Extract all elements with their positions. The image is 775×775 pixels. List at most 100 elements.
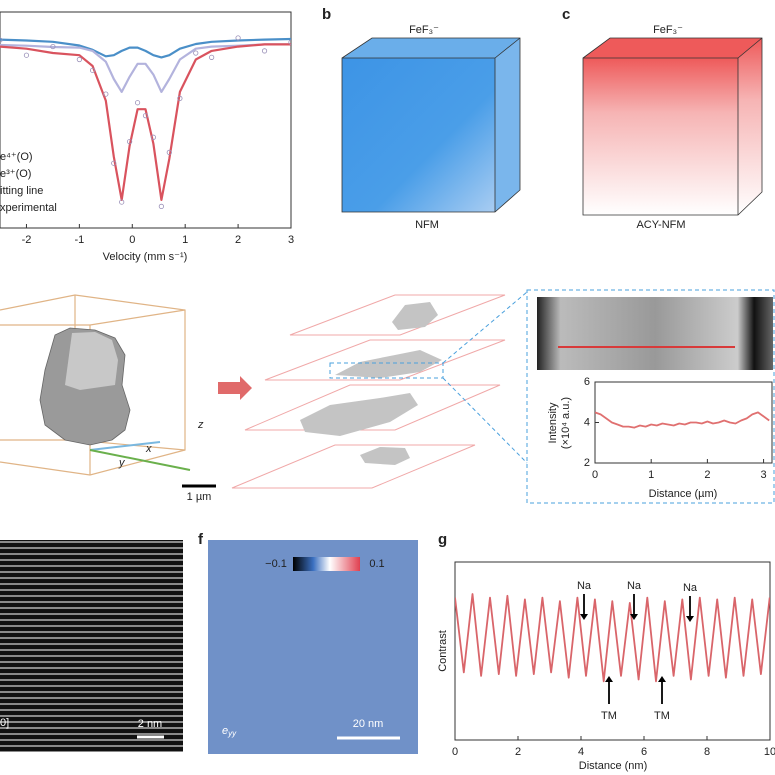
x-axis-label: Velocity (mm s⁻¹) [103,251,188,263]
annotation: TM [601,710,617,722]
data-line [0,43,291,201]
plot-frame [454,561,771,741]
data-point [142,113,149,119]
zoom-line [442,291,528,364]
x-tick-label: 8 [704,746,710,758]
scale-label: 1 µm [187,491,212,503]
x-tick-label: 3 [761,469,767,481]
x-tick-label: -2 [22,234,32,246]
data-point [166,149,172,155]
y-axis-arrow [89,449,191,471]
annotation-arrowhead [686,616,694,622]
cube-bottom-label: NFM [415,219,439,231]
plot-area [0,35,291,209]
x-tick-label: 0 [452,746,458,758]
x-axis-label: Distance (µm) [649,488,718,500]
data-point [89,67,96,73]
x-tick-label: 4 [578,746,584,758]
annotation: Na [577,580,592,592]
x-tick-label: 2 [515,746,521,758]
zone-axis: 0] [0,717,9,729]
colorbar-min: −0.1 [265,558,287,570]
data-point [150,134,157,140]
panel-letter: b [322,6,331,23]
strain-map [208,540,418,754]
data-line [0,43,291,93]
legend-label: e³⁺(O) [0,168,31,180]
data-point [50,43,56,50]
colorbar [293,557,360,571]
data-point [23,52,30,58]
y-tick-label: 2 [584,457,590,469]
plot-area [595,411,770,429]
panel-letter: g [438,531,447,548]
plot-frame [0,11,292,229]
symbol: e [222,725,228,737]
panel-letter: f [198,531,204,548]
x-tick-label: 2 [704,469,710,481]
cube-nfm [341,37,521,213]
x-tick-label: 0 [592,469,598,481]
inset-frame [526,289,775,504]
slice-particles [300,302,442,465]
y-tick-label: 4 [584,416,590,428]
arrow [218,376,252,400]
cube-bottom-label: ACY-NFM [636,219,685,231]
particle-cut [65,332,118,390]
data-point [235,35,241,41]
x-tick-label: 0 [129,234,135,246]
data-point [193,50,199,56]
selection-box [329,362,444,379]
colorbar-max: 0.1 [369,558,384,570]
stem-image [537,297,773,370]
data-point [111,160,117,166]
data-line [455,593,770,683]
data-point [261,48,268,54]
annotation: Na [683,582,698,594]
data-point [134,100,141,106]
x-axis-label: Distance (nm) [579,760,647,772]
x-tick-label: -1 [74,234,84,246]
data-point [0,37,3,43]
data-point [76,56,82,63]
scale-label: 2 nm [138,718,162,730]
annotation-arrowhead [580,614,588,620]
data-line [0,37,291,59]
y-axis-label: Intensity [547,402,559,443]
plot-area [455,593,770,683]
y-axis-label: (×10⁴ a.u.) [560,397,572,449]
legend-label: e⁴⁺(O) [0,151,33,163]
legend-label: xperimental [0,202,57,214]
subscript: yy [227,729,237,738]
axis-z: z [197,419,204,431]
legend-label: itting line [0,185,43,197]
data-point [127,139,133,145]
x-tick-label: 1 [182,234,188,246]
panel-letter: c [562,6,570,23]
data-point [288,39,291,45]
x-tick-label: 2 [235,234,241,246]
x-tick-label: 1 [648,469,654,481]
data-point [103,91,109,97]
annotation-arrowhead [658,676,666,682]
x-tick-label: 6 [641,746,647,758]
axis-y: y [118,457,126,469]
axis-x: x [145,443,152,455]
x-tick-label: 10 [764,746,775,758]
x-tick-label: 3 [288,234,294,246]
annotation-arrowhead [630,614,638,620]
y-axis-label: Contrast [437,630,449,672]
zoom-line [442,377,528,464]
cube-top-label: FeF₃⁻ [653,24,683,36]
data-point [119,199,125,205]
plot-frame [594,381,773,464]
scale-label: 20 nm [353,718,384,730]
cube-top-label: FeF₃⁻ [409,24,439,36]
data-line [595,411,770,429]
data-point [177,95,183,102]
data-point [158,203,164,209]
strain-symbol: eyy [222,725,237,738]
data-point [209,54,215,60]
x-axis-arrow [89,441,161,451]
